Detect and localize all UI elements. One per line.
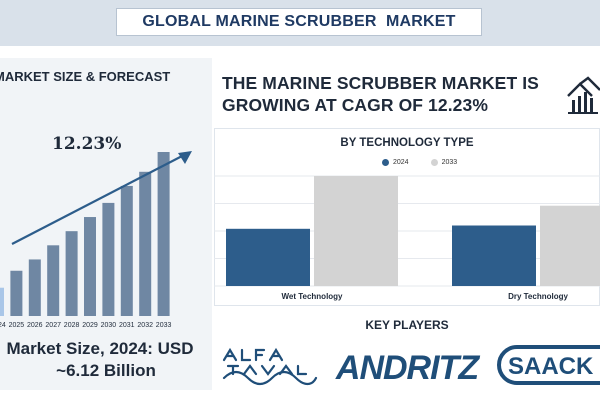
house-growth-icon (567, 76, 600, 114)
legend-label-2024: 2024 (393, 158, 409, 166)
legend-label-2033: 2033 (441, 158, 458, 166)
technology-bars: Wet Technology Dry Technology (226, 176, 600, 301)
cagr-annotation: 12.23% (52, 134, 122, 154)
headline-line1: THE MARINE SCRUBBER MARKET IS (222, 73, 539, 93)
alfa-laval-logo (222, 347, 318, 386)
forecast-bar-2032 (139, 171, 152, 316)
forecast-tick-2028: 2028 (64, 322, 80, 329)
forecast-tick-2033: 2033 (156, 322, 172, 329)
andritz-logo: ANDRITZ (335, 349, 481, 387)
forecast-tick-2026: 2026 (27, 322, 43, 329)
panel-divider (212, 58, 214, 390)
category-label-dry-technology: Dry Technology (508, 292, 568, 301)
svg-text:ANDRITZ: ANDRITZ (335, 349, 480, 387)
forecast-bar-2030 (102, 202, 115, 316)
forecast-bar-2033 (157, 152, 170, 316)
technology-chart: Wet Technology Dry Technology (214, 175, 600, 301)
forecast-tick-2031: 2031 (119, 322, 135, 329)
forecast-tick-2029: 2029 (82, 322, 98, 329)
technology-chart-heading: BY TECHNOLOGY TYPE (340, 137, 474, 149)
legend-swatch-2033 (430, 158, 438, 166)
forecast-bars: 2024202520262027202820292030203120322033 (0, 152, 171, 329)
forecast-bar-2026 (28, 259, 41, 316)
trend-arrow-icon (11, 151, 192, 245)
bar-wet-technology-2033 (314, 176, 398, 286)
market-forecast-chart: 2024202520262027202820292030203120322033 (0, 151, 192, 329)
forecast-bar-2024 (0, 287, 4, 316)
bar-dry-technology-2033 (540, 205, 600, 286)
page-title: GLOBAL MARINE SCRUBBER MARKET (116, 8, 482, 36)
forecast-tick-2025: 2025 (9, 322, 25, 329)
forecast-tick-2032: 2032 (137, 322, 153, 329)
technology-legend: 2024 2033 (382, 156, 479, 168)
forecast-bar-2031 (120, 185, 133, 316)
growth-headline: THE MARINE SCRUBBER MARKET IS GROWING AT… (222, 72, 552, 116)
forecast-bar-2029 (84, 217, 96, 316)
forecast-tick-2027: 2027 (45, 322, 61, 329)
forecast-tick-2030: 2030 (101, 322, 117, 329)
forecast-bar-2028 (65, 231, 78, 316)
forecast-tick-2024: 2024 (0, 322, 6, 329)
market-size-text: Market Size, 2024: USD ~6.12 Billion (0, 338, 212, 382)
headline-line2: GROWING AT CAGR OF 12.23% (222, 95, 488, 115)
bar-wet-technology-2024 (226, 228, 310, 286)
bar-dry-technology-2024 (452, 225, 536, 286)
svg-text:SAACK: SAACK (508, 353, 594, 380)
forecast-bar-2025 (10, 270, 23, 316)
legend-item-2024: 2024 (382, 158, 409, 166)
legend-swatch-2024 (382, 158, 389, 166)
legend-item-2033: 2033 (430, 158, 458, 166)
market-size-line2: ~6.12 Billion (56, 361, 156, 380)
market-forecast-heading: MARKET SIZE & FORECAST (0, 69, 171, 84)
saacke-logo: SAACK (497, 345, 600, 385)
category-label-wet-technology: Wet Technology (281, 292, 343, 301)
forecast-bar-2027 (47, 245, 60, 316)
market-size-line1: Market Size, 2024: USD (6, 339, 194, 358)
key-players-heading: KEY PLAYERS (365, 318, 449, 332)
